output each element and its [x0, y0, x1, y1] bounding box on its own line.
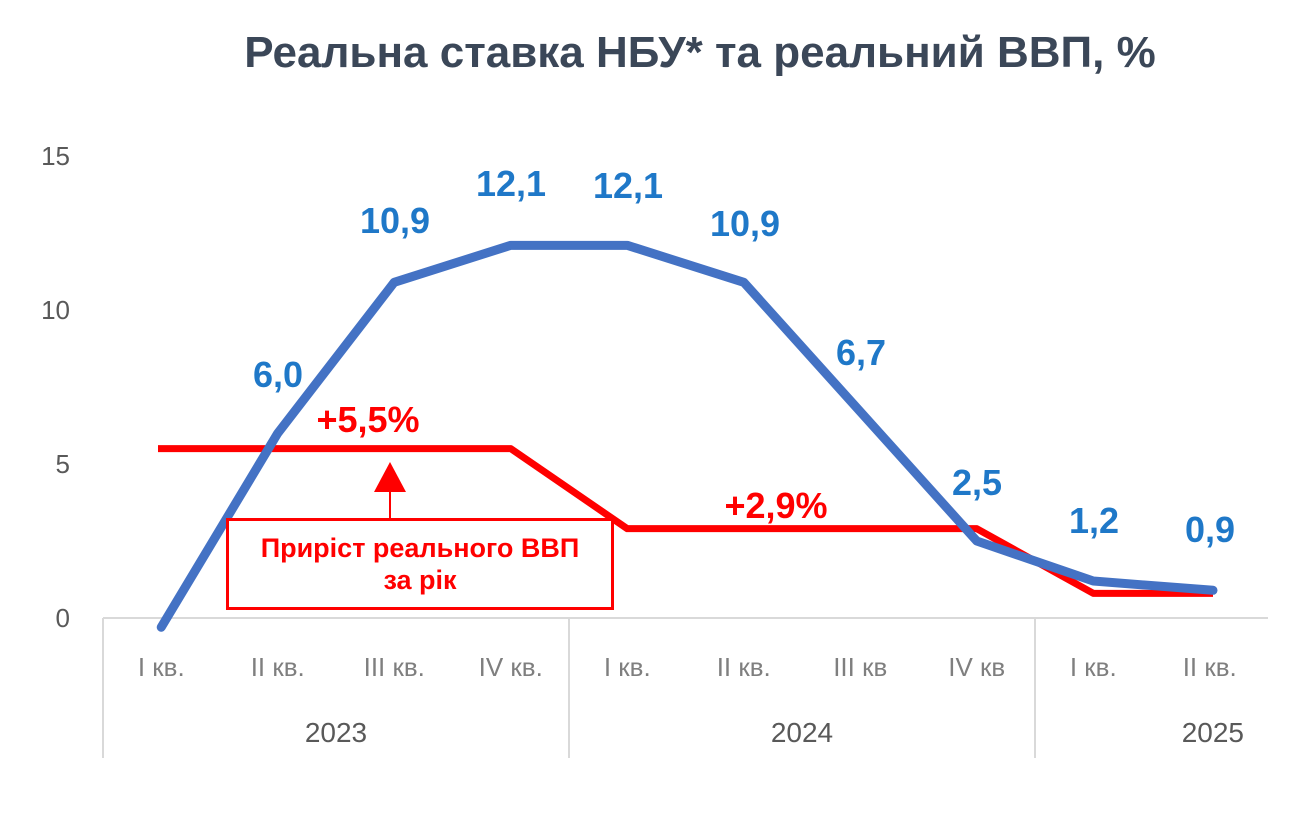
real-rate-data-label: 6,7 [836, 332, 886, 373]
x-year-label: 2025 [1182, 717, 1244, 748]
real-rate-data-label: 6,0 [253, 354, 303, 395]
x-category-label: III кв [833, 652, 887, 682]
x-category-label: I кв. [138, 652, 185, 682]
y-tick-label: 15 [41, 141, 70, 171]
y-tick-label: 10 [41, 295, 70, 325]
x-category-label: II кв. [717, 652, 771, 682]
gdp-2023-label: +5,5% [316, 399, 419, 440]
real-rate-data-label: 2,5 [952, 462, 1002, 503]
series-lines [156, 240, 1218, 632]
x-category-label: II кв. [251, 652, 305, 682]
x-category-label: I кв. [1070, 652, 1117, 682]
real-rate-data-label: 0,9 [1185, 509, 1235, 550]
axes-group [102, 617, 1268, 758]
x-category-label: I кв. [604, 652, 651, 682]
x-category-label: II кв. [1183, 652, 1237, 682]
x-category-label: IV кв. [479, 652, 543, 682]
gdp-annotation-line2: за рік [383, 565, 457, 595]
real-rate-data-label: 10,9 [360, 200, 430, 241]
x-year-label: 2024 [771, 717, 833, 748]
y-axis-tick-labels: 0 5 10 15 [41, 141, 70, 633]
x-category-label: IV кв [948, 652, 1005, 682]
chart-title: Реальна ставка НБУ* та реальний ВВП, % [244, 28, 1156, 77]
real-rate-data-label: 12,1 [476, 163, 546, 204]
real-rate-data-label: 12,1 [593, 165, 663, 206]
real-rate-data-label: 10,9 [710, 203, 780, 244]
annotation-arrow [374, 462, 406, 518]
y-tick-label: 5 [56, 449, 70, 479]
x-year-label: 2023 [305, 717, 367, 748]
gdp-2024-label: +2,9% [724, 485, 827, 526]
real-rate-line [156, 240, 1218, 632]
y-tick-label: 0 [56, 603, 70, 633]
gdp-annotation-box: Приріст реального ВВП за рік [226, 518, 614, 610]
x-category-label: III кв. [364, 652, 425, 682]
arrow-head [374, 462, 406, 492]
gdp-annotation-line1: Приріст реального ВВП [260, 532, 580, 563]
data-labels: 6,0 10,9 12,1 12,1 10,9 6,7 2,5 1,2 0,9 +5,5% +2,9… [253, 163, 1235, 550]
real-rate-data-label: 1,2 [1069, 500, 1119, 541]
x-axis-category-labels: I кв. II кв. III кв. IV кв. I кв. II кв. III к… [138, 652, 1244, 748]
